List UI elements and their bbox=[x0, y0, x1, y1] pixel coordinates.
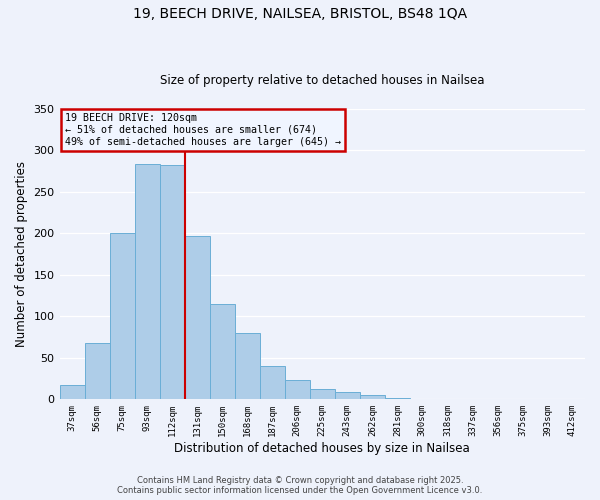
X-axis label: Distribution of detached houses by size in Nailsea: Distribution of detached houses by size … bbox=[175, 442, 470, 455]
Bar bbox=[285, 380, 310, 400]
Bar bbox=[110, 232, 134, 400]
Bar bbox=[134, 164, 160, 400]
Text: 19 BEECH DRIVE: 120sqm
← 51% of detached houses are smaller (674)
49% of semi-de: 19 BEECH DRIVE: 120sqm ← 51% of detached… bbox=[65, 114, 341, 146]
Y-axis label: Number of detached properties: Number of detached properties bbox=[15, 161, 28, 347]
Bar bbox=[160, 164, 185, 400]
Bar bbox=[185, 236, 209, 400]
Bar bbox=[410, 398, 435, 400]
Bar bbox=[360, 395, 385, 400]
Text: 19, BEECH DRIVE, NAILSEA, BRISTOL, BS48 1QA: 19, BEECH DRIVE, NAILSEA, BRISTOL, BS48 … bbox=[133, 8, 467, 22]
Title: Size of property relative to detached houses in Nailsea: Size of property relative to detached ho… bbox=[160, 74, 485, 87]
Bar bbox=[460, 398, 485, 400]
Bar bbox=[235, 333, 260, 400]
Bar bbox=[209, 304, 235, 400]
Bar bbox=[260, 366, 285, 400]
Bar bbox=[560, 398, 585, 400]
Text: Contains HM Land Registry data © Crown copyright and database right 2025.
Contai: Contains HM Land Registry data © Crown c… bbox=[118, 476, 482, 495]
Bar bbox=[385, 398, 410, 400]
Bar bbox=[310, 388, 335, 400]
Bar bbox=[59, 385, 85, 400]
Bar bbox=[335, 392, 360, 400]
Bar bbox=[85, 343, 110, 400]
